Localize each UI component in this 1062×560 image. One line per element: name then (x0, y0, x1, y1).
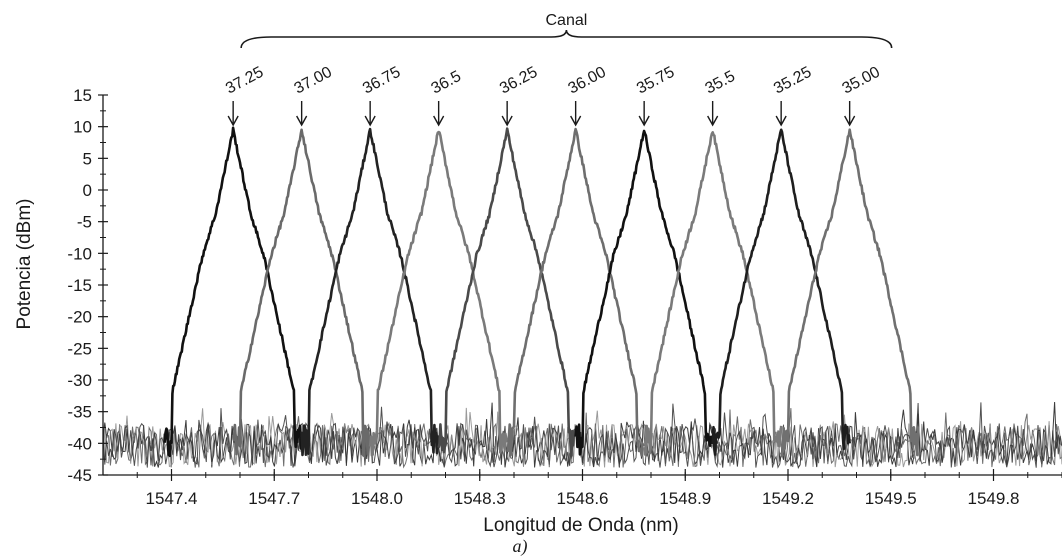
channel-arrow-head (707, 115, 719, 127)
channel-label-35.5: 35.5 (703, 68, 739, 98)
x-axis-title: Longitud de Onda (nm) (483, 515, 678, 536)
x-tick-label: 1547.7 (248, 489, 300, 508)
channel-trace-36.5 (368, 130, 509, 457)
x-tick-label: 1549.2 (762, 489, 814, 508)
channel-brace (240, 29, 893, 49)
channel-trace-36.25 (437, 127, 577, 457)
y-tick-label: 0 (83, 181, 92, 200)
channel-arrow-head (638, 115, 650, 127)
y-tick-label: -45 (67, 466, 92, 485)
y-tick-label: -40 (67, 434, 92, 453)
y-tick-label: -30 (67, 371, 92, 390)
y-axis-title: Potencia (dBm) (14, 199, 35, 330)
y-tick-label: -5 (77, 213, 92, 232)
channel-group-label: Canal (545, 12, 587, 29)
channel-trace-37.00 (231, 128, 372, 458)
noise-trace-4 (102, 402, 1062, 469)
x-tick-label: 1548.0 (351, 489, 403, 508)
channel-label-37.00: 37.00 (292, 64, 335, 98)
y-tick-label: -20 (67, 308, 92, 327)
channel-label-36.25: 36.25 (497, 64, 540, 98)
x-tick-label: 1549.5 (865, 489, 917, 508)
channel-arrow-head (227, 115, 239, 127)
channel-trace-35.5 (642, 131, 783, 456)
channel-trace-36.00 (506, 127, 646, 457)
channel-trace-35.75 (574, 129, 714, 456)
channel-trace-36.75 (300, 127, 440, 457)
y-tick-label: -35 (67, 403, 92, 422)
channel-trace-35.00 (779, 128, 920, 458)
x-tick-label: 1547.4 (146, 489, 198, 508)
channel-arrow-head (570, 115, 582, 127)
x-tick-label: 1549.8 (968, 489, 1020, 508)
channel-label-35.00: 35.00 (840, 64, 883, 98)
channel-trace-35.25 (711, 128, 851, 456)
channel-trace-37.25 (163, 126, 303, 458)
channel-arrow-head (296, 115, 308, 127)
x-tick-label: 1548.3 (454, 489, 506, 508)
channel-label-36.5: 36.5 (429, 68, 465, 98)
channel-label-36.75: 36.75 (360, 64, 403, 98)
y-tick-label: 5 (83, 149, 92, 168)
y-tick-label: 10 (73, 118, 92, 137)
y-tick-label: -10 (67, 244, 92, 263)
x-tick-label: 1548.6 (557, 489, 609, 508)
channel-label-35.25: 35.25 (771, 64, 814, 98)
channel-spectra (163, 126, 920, 458)
figure-caption: a) (513, 536, 528, 557)
channel-label-36.00: 36.00 (566, 64, 609, 98)
channel-arrow-head (844, 115, 856, 127)
channel-arrow-head (433, 115, 445, 127)
axes: 15 10 5 0 -5 -10 -15 -20 -25 -30 -35 -40 -45 1547.4 15… (67, 86, 1062, 508)
y-tick-label: 15 (73, 86, 92, 105)
channel-label-37.25: 37.25 (223, 64, 266, 98)
x-tick-label: 1548.9 (659, 489, 711, 508)
y-tick-label: -15 (67, 276, 92, 295)
channel-arrow-head (501, 115, 513, 127)
channel-arrow-head (775, 115, 787, 127)
channel-label-35.75: 35.75 (634, 64, 677, 98)
channel-arrow-head (364, 115, 376, 127)
y-tick-label: -25 (67, 339, 92, 358)
channel-annotations: Canal 37.25 37.00 36.75 36.5 36.25 36.00 35.75 3… (223, 12, 893, 127)
